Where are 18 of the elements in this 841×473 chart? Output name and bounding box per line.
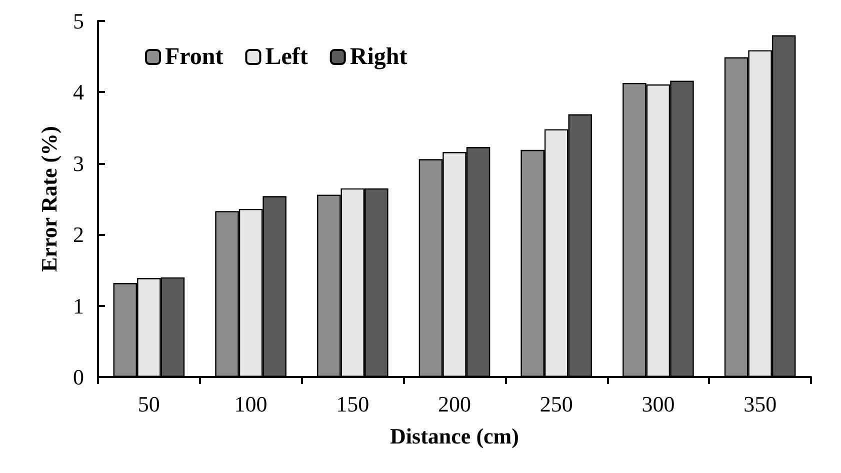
y-tick-label: 2	[73, 222, 84, 248]
y-tick-label: 0	[73, 364, 84, 390]
y-tick-label: 5	[73, 8, 84, 34]
x-tick-label: 300	[642, 392, 675, 416]
legend-label: Front	[165, 44, 224, 70]
x-tick-label: 350	[744, 392, 777, 416]
x-tick-label: 150	[336, 392, 370, 416]
x-tick-label: 200	[438, 392, 471, 416]
y-tick-label: 3	[73, 150, 84, 176]
y-tick-label: 1	[73, 293, 84, 318]
x-tick-label: 250	[540, 392, 573, 416]
x-tick-label: 100	[234, 392, 268, 416]
legend-label: Left	[265, 44, 308, 70]
x-tick-label: 50	[138, 392, 160, 416]
x-axis-title: Distance (cm)	[390, 424, 519, 448]
y-axis-title: Error Rate (%)	[36, 126, 62, 272]
legend-label: Right	[350, 44, 408, 70]
y-tick-label: 4	[73, 80, 84, 105]
